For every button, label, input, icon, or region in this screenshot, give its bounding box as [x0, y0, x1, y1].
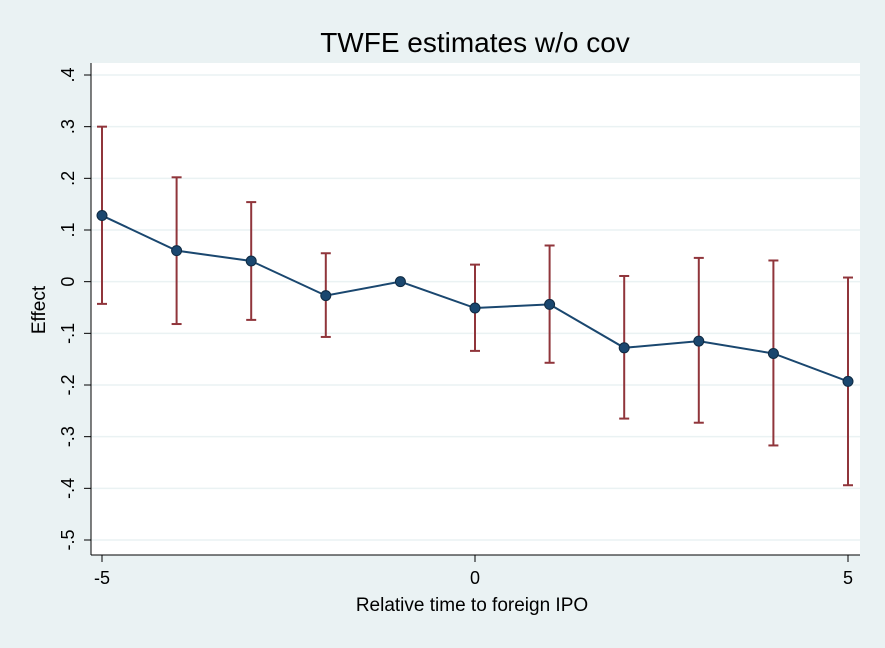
- y-tick-label: .4: [58, 67, 78, 82]
- data-point: [320, 290, 332, 302]
- grid-lines: [91, 74, 860, 541]
- chart-title: TWFE estimates w/o cov: [320, 27, 630, 58]
- data-point: [842, 375, 854, 387]
- data-point: [96, 210, 108, 222]
- y-axis-label: Effect: [29, 285, 50, 334]
- x-tick-label: 0: [470, 568, 480, 588]
- y-tick-label: -.2: [58, 374, 78, 395]
- data-points: [96, 210, 854, 387]
- y-tick-label: .1: [58, 222, 78, 237]
- data-point: [618, 342, 630, 354]
- data-point: [767, 347, 779, 359]
- data-point: [693, 335, 705, 347]
- y-tick-label: .3: [58, 119, 78, 134]
- x-tick-label: -5: [94, 568, 110, 588]
- y-tick-label: 0: [58, 277, 78, 287]
- x-tick-label: 5: [843, 568, 853, 588]
- data-point: [469, 302, 481, 314]
- data-point: [171, 245, 183, 257]
- y-tick-label: -.1: [58, 323, 78, 344]
- y-tick-label: .2: [58, 171, 78, 186]
- y-tick-label: -.4: [58, 478, 78, 499]
- data-point: [245, 255, 257, 267]
- data-point: [394, 276, 406, 288]
- y-tick-label: -.5: [58, 529, 78, 550]
- y-tick-label: -.3: [58, 426, 78, 447]
- data-point: [544, 298, 556, 310]
- axes: -.5 -.4 -.3 -.2 -.1 0 .1 .2 .3 .4 -5 0 5: [58, 63, 860, 588]
- x-axis-label: Relative time to foreign IPO: [356, 595, 588, 616]
